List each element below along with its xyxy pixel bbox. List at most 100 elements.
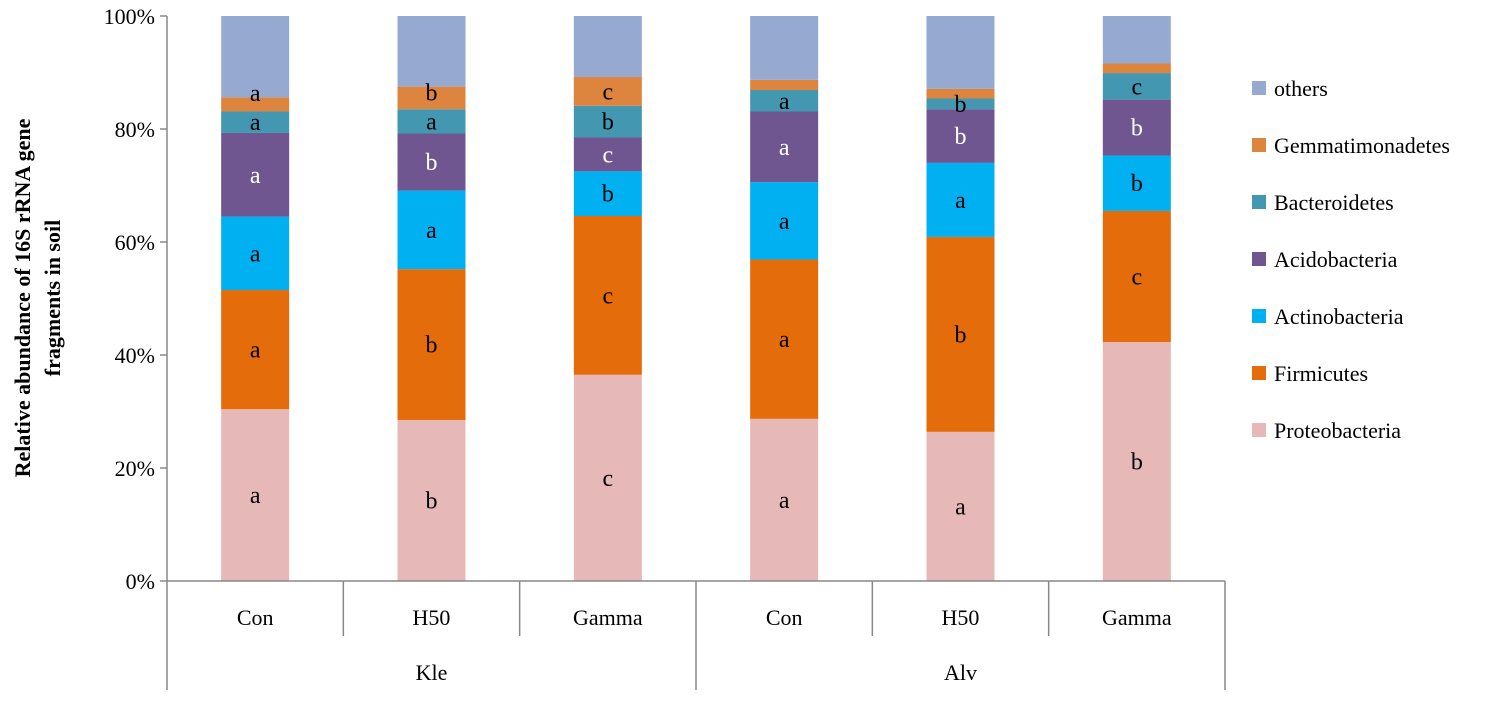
- legend-swatch: [1252, 81, 1266, 95]
- legend-label: Bacteroidetes: [1274, 190, 1394, 215]
- bar-segment: [1102, 210, 1171, 343]
- legend-swatch: [1252, 423, 1266, 437]
- x-tick-label: Gamma: [573, 605, 643, 630]
- segment-label: a: [426, 218, 437, 244]
- segment-label: b: [602, 110, 614, 136]
- legend-label: Gemmatimonadetes: [1274, 133, 1450, 158]
- bar-segment: [397, 109, 466, 134]
- segment-label: b: [1131, 450, 1143, 476]
- y-tick-label: 100%: [104, 4, 155, 29]
- segment-label: b: [426, 80, 438, 106]
- bar-segment: [221, 16, 290, 98]
- bar-segment: [750, 16, 819, 80]
- bar-segment: [926, 98, 995, 110]
- legend-item: Actinobacteria: [1252, 304, 1404, 329]
- segment-label: b: [426, 150, 438, 176]
- segment-label: b: [1131, 171, 1143, 197]
- legend-swatch: [1252, 309, 1266, 323]
- bar-segment: [397, 269, 466, 420]
- bar-segment: [926, 162, 995, 237]
- y-tick-label: 40%: [115, 343, 155, 368]
- bar-segment: [750, 90, 819, 112]
- group-label: Kle: [416, 660, 448, 685]
- bar-segment: [926, 236, 995, 432]
- bar-segment: [573, 374, 642, 581]
- segment-label: b: [426, 488, 438, 514]
- legend-item: Firmicutes: [1252, 361, 1368, 386]
- bar-segment: [573, 216, 642, 375]
- segment-label: a: [779, 135, 790, 161]
- legend-item: Acidobacteria: [1252, 247, 1398, 272]
- segment-label: c: [603, 142, 614, 168]
- bar-segment: [926, 16, 995, 89]
- bar-segment: [573, 16, 642, 78]
- y-tick-label: 20%: [115, 456, 155, 481]
- segment-label: a: [250, 110, 261, 136]
- segment-label: a: [779, 327, 790, 353]
- segment-label: c: [603, 283, 614, 309]
- x-tick-label: Con: [766, 605, 803, 630]
- bar-segment: [221, 97, 290, 112]
- segment-label: c: [603, 79, 614, 105]
- segment-label: a: [250, 483, 261, 509]
- bar-segment: [221, 409, 290, 581]
- y-axis-label-line2: fragments in soil: [40, 220, 65, 376]
- bar-segment: [221, 111, 290, 133]
- y-axis-label: Relative abundance of 16S rRNA gene: [10, 118, 35, 477]
- y-axis: 0% 20% 40% 60% 80% 100%: [104, 4, 168, 594]
- x-axis: Con H50 Gamma Con H50 Gamma Kle Alv: [166, 580, 1226, 690]
- segment-label: a: [955, 188, 966, 214]
- segment-label: c: [1132, 264, 1143, 290]
- legend: others Gemmatimonadetes Bacteroidetes Acido…: [1252, 76, 1450, 443]
- segment-label: a: [250, 338, 261, 364]
- bar-segment: [750, 259, 819, 419]
- segment-label: a: [250, 163, 261, 189]
- legend-item: Bacteroidetes: [1252, 190, 1394, 215]
- bar-segment: [750, 79, 819, 91]
- legend-label: Firmicutes: [1274, 361, 1368, 386]
- bar-segment: [397, 190, 466, 270]
- bar-segment: [1102, 16, 1171, 64]
- bar-segment: [573, 77, 642, 106]
- segment-label: c: [1132, 74, 1143, 100]
- segment-label: c: [603, 466, 614, 492]
- legend-swatch: [1252, 366, 1266, 380]
- legend-label: Acidobacteria: [1274, 247, 1398, 272]
- bar-segment: [573, 171, 642, 217]
- segment-label: b: [955, 124, 967, 150]
- segment-label: b: [602, 182, 614, 208]
- legend-swatch: [1252, 195, 1266, 209]
- segment-label: a: [250, 81, 261, 107]
- legend-label: others: [1274, 76, 1328, 101]
- legend-swatch: [1252, 252, 1266, 266]
- y-tick-label: 0%: [126, 569, 155, 594]
- bar-segment: [1102, 63, 1171, 74]
- legend-swatch: [1252, 138, 1266, 152]
- segment-label: b: [426, 333, 438, 359]
- segment-label: a: [779, 209, 790, 235]
- bar-segment: [221, 216, 290, 291]
- y-tick-label: 60%: [115, 230, 155, 255]
- bar-segment: [397, 133, 466, 191]
- bar-segment: [926, 431, 995, 581]
- bar-segment: [573, 105, 642, 138]
- bar-segment: [1102, 155, 1171, 211]
- bar-segment: [573, 137, 642, 172]
- legend-label: Proteobacteria: [1274, 418, 1401, 443]
- bar-segment: [1102, 342, 1171, 581]
- bar-segment: [750, 111, 819, 183]
- bar-segment: [397, 86, 466, 110]
- bar-segment: [926, 109, 995, 163]
- segment-label: b: [1131, 116, 1143, 142]
- x-tick-label: H50: [413, 605, 451, 630]
- segment-label: a: [250, 241, 261, 267]
- bar-segment: [750, 182, 819, 260]
- segment-label: b: [955, 92, 967, 118]
